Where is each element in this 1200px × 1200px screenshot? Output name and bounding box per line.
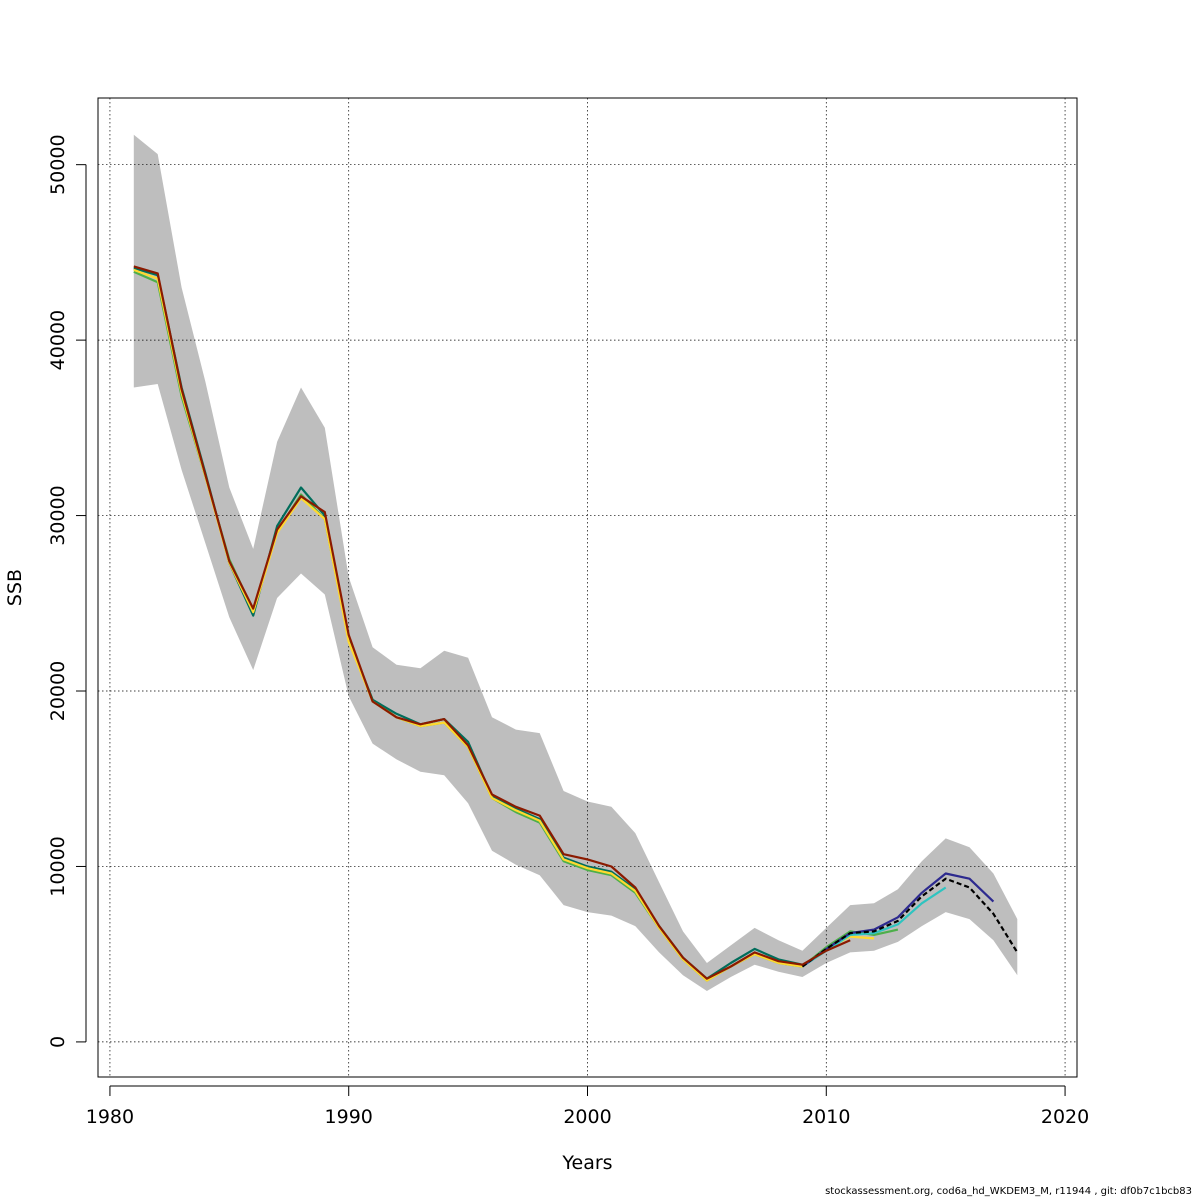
- x-tick-label: 2010: [802, 1106, 850, 1128]
- y-tick-label: 0: [47, 1036, 69, 1048]
- y-axis-title: SSB: [4, 569, 26, 606]
- x-tick-label: 1980: [86, 1106, 134, 1128]
- series-line-5: [801, 872, 995, 968]
- x-axis-title: Years: [561, 1152, 612, 1174]
- series-line-7: [133, 265, 851, 980]
- x-tick-label: 2020: [1041, 1106, 1089, 1128]
- y-tick-label: 50000: [47, 134, 69, 194]
- y-tick-label: 10000: [47, 836, 69, 896]
- confidence-band: [133, 134, 1018, 992]
- y-tick-label: 30000: [47, 485, 69, 545]
- x-tick-label: 1990: [325, 1106, 373, 1128]
- series-line-6: [801, 877, 1019, 968]
- plot-frame: [97, 97, 1078, 1078]
- y-tick-label: 40000: [47, 310, 69, 370]
- y-tick-label: 20000: [47, 661, 69, 721]
- x-tick-label: 2000: [563, 1106, 611, 1128]
- footer-caption: stockassessment.org, cod6a_hd_WKDEM3_M, …: [825, 1186, 1192, 1197]
